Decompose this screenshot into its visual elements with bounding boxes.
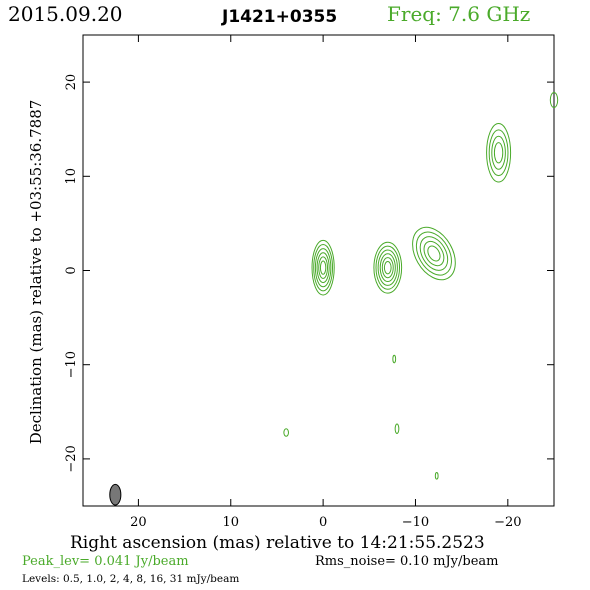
contour-line xyxy=(493,142,504,164)
contour-line xyxy=(313,243,334,292)
contour-component xyxy=(373,241,403,294)
axis-ticks xyxy=(83,35,554,506)
contour-component xyxy=(412,226,456,281)
x-tick-label: −10 xyxy=(402,515,429,530)
x-tick-label: 10 xyxy=(222,515,239,530)
contour-line xyxy=(318,256,328,279)
contour-line xyxy=(488,129,509,177)
axis-tick-labels: 20 10 0 −10 −20 20 10 0 −10 −20 xyxy=(64,74,522,530)
contour-component xyxy=(549,91,559,109)
contour-component xyxy=(434,472,439,480)
contour-line xyxy=(379,253,396,283)
contour-line xyxy=(375,245,401,290)
contour-line xyxy=(427,245,441,262)
contour-line xyxy=(314,248,332,288)
contour-levels: Levels: 0.5, 1.0, 2, 4, 8, 16, 31 mJy/be… xyxy=(22,573,240,585)
x-tick-label: −20 xyxy=(494,515,521,530)
contour-line xyxy=(549,91,559,109)
contour-line xyxy=(419,236,449,271)
contour-line xyxy=(412,226,456,281)
contour-line xyxy=(486,123,512,183)
y-tick-label: 10 xyxy=(64,168,79,185)
contour-line xyxy=(415,231,452,276)
observation-date: 2015.09.20 xyxy=(8,2,123,26)
contour-line xyxy=(394,423,400,434)
contour-line xyxy=(491,135,506,170)
contour-component xyxy=(392,354,397,364)
y-axis-label: Declination (mas) relative to +03:55:36.… xyxy=(27,100,45,445)
contour-component xyxy=(311,239,335,296)
contour-line xyxy=(381,257,394,279)
source-name: J1421+0355 xyxy=(222,7,338,27)
contour-component xyxy=(394,423,400,434)
contour-components xyxy=(109,91,559,506)
x-axis-label: Right ascension (mas) relative to 14:21:… xyxy=(70,533,485,553)
y-tick-label: −10 xyxy=(64,351,79,378)
frequency-label: Freq: 7.6 GHz xyxy=(387,2,531,26)
contour-line xyxy=(319,260,327,275)
contour-line xyxy=(373,241,403,294)
contour-line xyxy=(316,252,330,284)
contour-component xyxy=(486,123,512,183)
contour-line xyxy=(423,240,445,267)
peak-level: Peak_lev= 0.041 Jy/beam xyxy=(22,554,189,569)
y-tick-label: −20 xyxy=(64,445,79,472)
contour-line xyxy=(283,428,289,437)
contour-component xyxy=(283,428,289,437)
x-tick-label: 20 xyxy=(130,515,147,530)
contour-line xyxy=(377,249,398,286)
x-tick-label: 0 xyxy=(319,515,327,530)
rms-noise: Rms_noise= 0.10 mJy/beam xyxy=(315,554,499,569)
y-tick-label: 20 xyxy=(64,74,79,91)
contour-line xyxy=(383,261,392,275)
contour-line xyxy=(392,354,397,364)
y-tick-label: 0 xyxy=(64,266,79,274)
contour-line xyxy=(434,472,439,480)
contour-line xyxy=(311,239,335,296)
beam-ellipse xyxy=(109,483,122,506)
